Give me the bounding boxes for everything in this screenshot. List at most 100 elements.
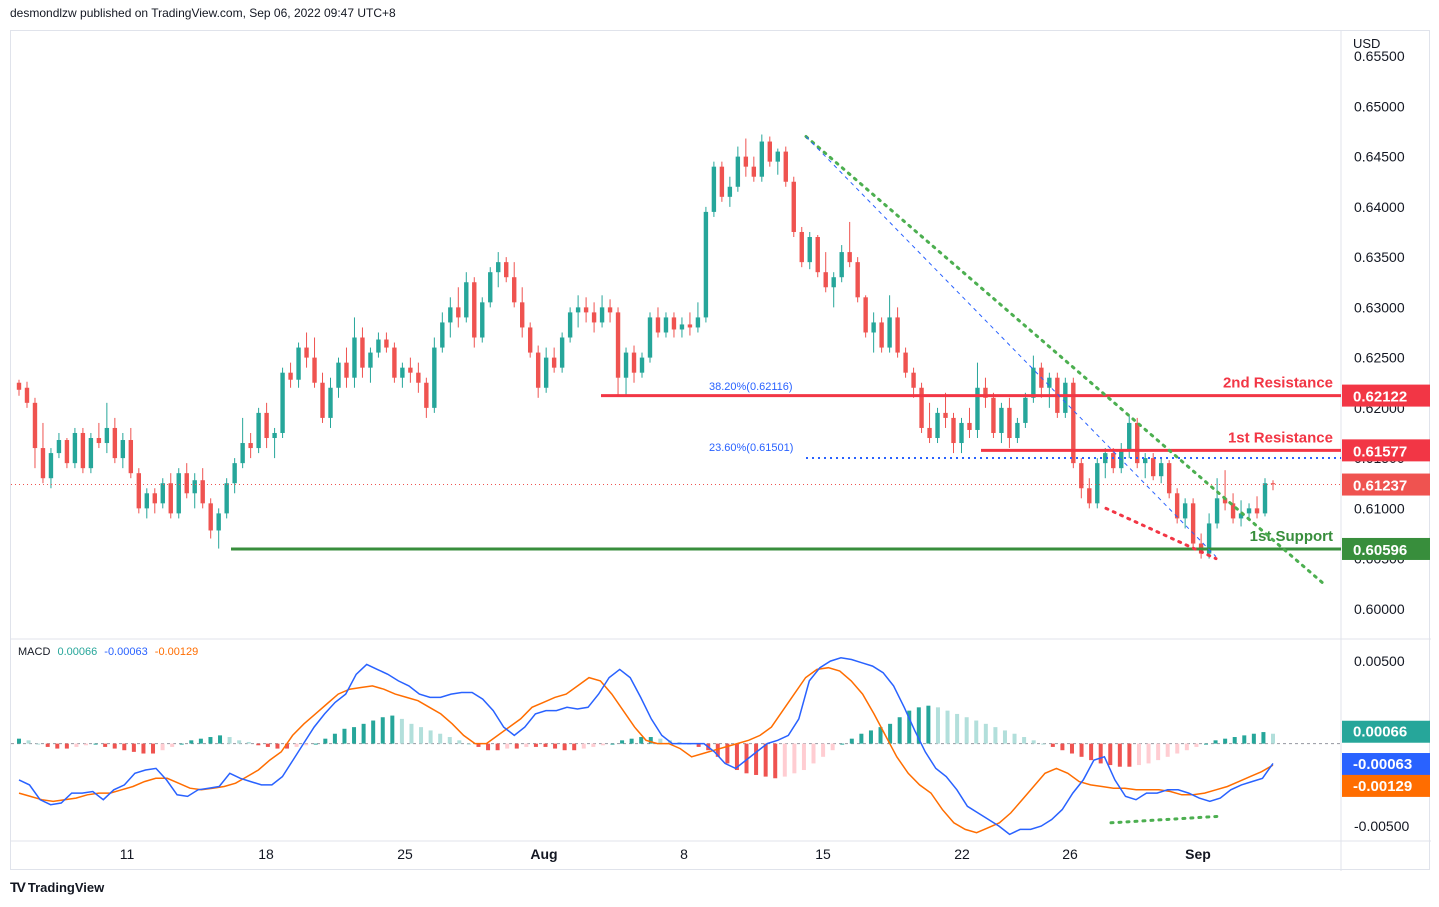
candle-body xyxy=(1007,407,1012,439)
macd-histogram-bar xyxy=(916,707,921,744)
macd-histogram-bar xyxy=(1098,743,1103,764)
candle-body xyxy=(472,282,477,338)
level-price-label: 0.61577 xyxy=(1353,443,1407,460)
candle-body xyxy=(424,382,429,408)
candle-body xyxy=(1150,458,1156,477)
macd-histogram-bar xyxy=(1022,737,1027,744)
macd-histogram-bar xyxy=(371,720,376,744)
macd-histogram-bar xyxy=(658,738,663,744)
macd-histogram-bar xyxy=(409,723,414,744)
candle-body xyxy=(48,453,54,479)
macd-histogram-bar xyxy=(122,743,127,751)
candle-body xyxy=(567,312,573,338)
candle-body xyxy=(432,347,437,408)
time-tick-label: 22 xyxy=(954,846,970,862)
candle-body xyxy=(504,262,509,278)
price-tick-label: 0.64000 xyxy=(1354,199,1405,215)
candle-body xyxy=(264,412,269,439)
macd-histogram-bar xyxy=(830,743,835,751)
macd-histogram-bar xyxy=(734,743,739,771)
candle-body xyxy=(751,166,757,177)
macd-histogram-bar xyxy=(1203,743,1208,745)
candle-body xyxy=(168,483,173,514)
candle-body xyxy=(120,440,126,459)
macd-histogram-bar xyxy=(1251,733,1256,744)
macd-histogram-bar xyxy=(36,743,41,745)
macd-histogram-bar xyxy=(112,743,117,749)
macd-histogram-bar xyxy=(323,738,328,744)
candle-body xyxy=(535,352,541,388)
candle-body xyxy=(959,422,964,444)
candle-body xyxy=(1063,382,1068,413)
candle-body xyxy=(1135,422,1140,464)
candle-body xyxy=(240,443,245,464)
candle-body xyxy=(1127,422,1132,451)
macd-histogram-bar xyxy=(907,710,912,744)
macd-histogram-bar xyxy=(151,743,156,754)
level-price-tag xyxy=(1342,537,1430,560)
macd-histogram-bar xyxy=(103,743,108,747)
candle-body xyxy=(855,262,860,298)
macd-histogram-bar xyxy=(93,743,98,745)
fib-label-38: 38.20%(0.62116) xyxy=(709,381,793,393)
publish-header: desmondlzw published on TradingView.com,… xyxy=(10,6,396,20)
candle-body xyxy=(456,307,461,318)
candle-body xyxy=(392,347,397,378)
macd-histogram-bar xyxy=(983,723,988,744)
candle-body xyxy=(488,272,493,303)
macd-histogram-bar xyxy=(1213,740,1218,744)
macd-histogram-bar xyxy=(390,715,395,744)
macd-histogram-bar xyxy=(179,743,184,745)
candle-body xyxy=(551,357,557,368)
chart-frame: USD 0.65500 0.65000 0.64500 0.64000 0.63500 0.… xyxy=(10,30,1431,871)
macd-histogram-bar xyxy=(878,727,883,744)
candle-body xyxy=(1222,498,1228,504)
candle-body xyxy=(272,432,277,439)
macd-histogram-bar xyxy=(553,743,558,749)
candle-body xyxy=(863,297,868,333)
macd-histogram-bar xyxy=(1089,743,1094,761)
candle-body xyxy=(1158,463,1164,477)
candle-body xyxy=(184,473,189,494)
macd-histogram-bar xyxy=(198,738,203,744)
macd-histogram-bar xyxy=(1271,733,1275,744)
macd-histogram-bar xyxy=(1136,743,1141,766)
macd-histogram-bar xyxy=(313,743,318,745)
macd-histogram-bar xyxy=(1079,743,1084,757)
candle-body xyxy=(735,156,741,187)
macd-histogram-bar xyxy=(1108,743,1113,766)
candle-body xyxy=(1023,397,1028,423)
macd-histogram-bar xyxy=(1194,743,1199,747)
macd-histogram-bar xyxy=(55,743,60,749)
candle-body xyxy=(879,322,884,348)
candle-body xyxy=(256,412,261,449)
macd-legend-label: MACD xyxy=(18,646,51,658)
macd-histogram-bar xyxy=(773,743,778,779)
macd-histogram-bar xyxy=(648,737,653,744)
candle-body xyxy=(136,473,142,509)
candle-body xyxy=(1111,453,1116,469)
footer-brand[interactable]: TV TradingView xyxy=(10,879,104,895)
candle-body xyxy=(1015,422,1020,439)
candle-body xyxy=(216,513,221,531)
candle-body xyxy=(927,427,932,439)
candle-body xyxy=(687,324,693,328)
macd-histogram-bar xyxy=(1069,743,1074,754)
macd-histogram-bar xyxy=(419,727,424,744)
candle-body xyxy=(1270,483,1276,485)
candle-body xyxy=(943,412,948,418)
candle-body xyxy=(1079,463,1084,489)
last-price-tag xyxy=(1342,473,1430,496)
macd-histogram-bar xyxy=(1041,743,1046,745)
macd-histogram-bar xyxy=(926,705,931,744)
macd-value-label: -0.00129 xyxy=(1353,778,1412,795)
candle-body xyxy=(911,372,916,388)
candle-body xyxy=(1206,523,1212,554)
candle-body xyxy=(815,237,820,273)
macd-histogram-bar xyxy=(744,743,749,774)
macd-histogram-bar xyxy=(600,743,605,746)
macd-histogram-bar xyxy=(620,740,625,744)
macd-histogram-bar xyxy=(754,743,759,775)
candle-body xyxy=(520,302,525,328)
